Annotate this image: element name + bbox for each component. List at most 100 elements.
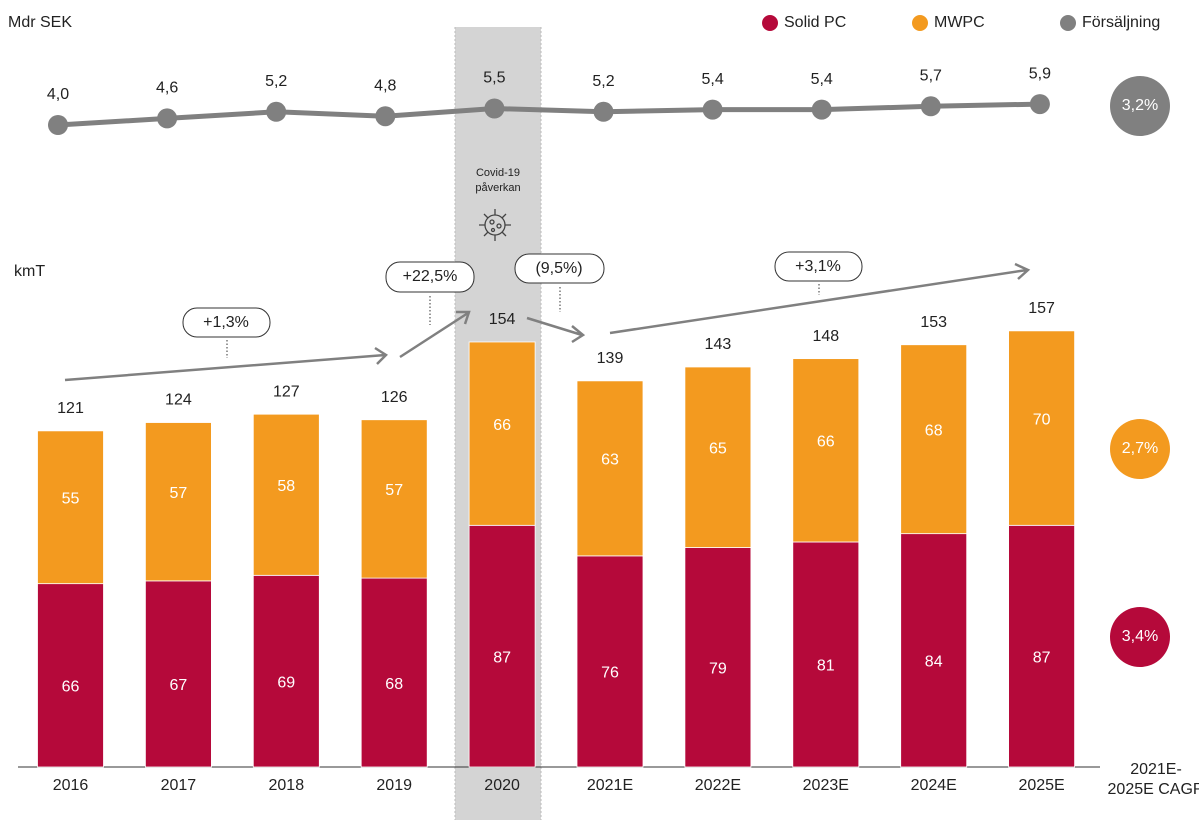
bar-segment bbox=[792, 541, 860, 768]
total-label: 139 bbox=[597, 350, 624, 367]
bar-label: 68 bbox=[385, 676, 403, 693]
bar-segment bbox=[792, 358, 860, 543]
bar-label: 57 bbox=[170, 485, 188, 502]
bar-label: 58 bbox=[277, 478, 295, 495]
x-tick-label: 2025E bbox=[1018, 777, 1064, 794]
total-label: 121 bbox=[57, 400, 84, 417]
annotation-box bbox=[182, 307, 271, 338]
x-tick-label: 2018 bbox=[269, 777, 305, 794]
bar-segment bbox=[360, 577, 428, 768]
x-tick-label: 2023E bbox=[803, 777, 849, 794]
x-tick-label: 2021E bbox=[587, 777, 633, 794]
bar-label: 68 bbox=[925, 422, 943, 439]
highlight-text: påverkan bbox=[475, 182, 520, 194]
bar-label: 63 bbox=[601, 452, 619, 469]
bar-segment bbox=[684, 547, 752, 768]
bar-segment bbox=[468, 524, 536, 768]
bar-segment bbox=[576, 380, 644, 557]
line-label: 5,2 bbox=[265, 73, 287, 90]
bar-label: 81 bbox=[817, 658, 835, 675]
line-point bbox=[811, 99, 832, 120]
bar-segment bbox=[1008, 330, 1075, 526]
bar-label: 66 bbox=[817, 434, 835, 451]
bar-label: 87 bbox=[1033, 649, 1051, 666]
bar-segment bbox=[900, 533, 968, 768]
bar-segment bbox=[576, 555, 644, 768]
line-label: 5,4 bbox=[701, 71, 723, 88]
line-point bbox=[157, 108, 178, 129]
bar-label: 69 bbox=[277, 674, 295, 691]
annotation-box bbox=[385, 261, 475, 293]
legend-label: Solid PC bbox=[784, 14, 846, 31]
line-point bbox=[484, 98, 505, 119]
total-label: 154 bbox=[489, 311, 516, 328]
line-point bbox=[920, 96, 941, 117]
line-point bbox=[593, 101, 614, 122]
bar-label: 67 bbox=[170, 677, 188, 694]
bar-segment bbox=[144, 422, 212, 582]
annotation-leaders bbox=[226, 284, 820, 358]
bar-segment bbox=[144, 580, 212, 768]
total-label: 153 bbox=[920, 314, 947, 331]
line-label: 5,2 bbox=[592, 73, 614, 90]
line-label: 5,9 bbox=[1029, 65, 1051, 82]
cagr-title: 2025E CAGR bbox=[1108, 781, 1199, 798]
bar-segment bbox=[468, 341, 536, 526]
line-label: 4,6 bbox=[156, 80, 178, 97]
bar-segment bbox=[900, 344, 968, 535]
x-tick-label: 2024E bbox=[911, 777, 957, 794]
x-tick-label: 2020 bbox=[484, 777, 520, 794]
cagr-label: 2,7% bbox=[1122, 440, 1158, 457]
annotation: +22,5% bbox=[403, 268, 458, 285]
line-point bbox=[375, 106, 396, 127]
line-label: 5,5 bbox=[483, 70, 505, 87]
x-tick-label: 2016 bbox=[53, 777, 89, 794]
line-axis-label: Mdr SEK bbox=[8, 14, 72, 31]
line-point bbox=[702, 99, 723, 120]
bar-segment bbox=[252, 574, 320, 768]
bar-label: 70 bbox=[1033, 411, 1051, 428]
total-label: 126 bbox=[381, 389, 408, 406]
legend-swatch bbox=[1060, 15, 1076, 31]
cagr-title: 2021E- bbox=[1130, 761, 1182, 778]
total-label: 157 bbox=[1028, 300, 1055, 317]
total-label: 148 bbox=[812, 328, 839, 345]
bar-segment bbox=[684, 366, 752, 548]
total-label: 143 bbox=[705, 336, 732, 353]
line-label: 5,7 bbox=[920, 68, 942, 85]
bar-segment bbox=[37, 430, 104, 585]
x-tick-label: 2017 bbox=[161, 777, 197, 794]
bar-label: 55 bbox=[62, 490, 80, 507]
line-point bbox=[266, 101, 287, 122]
cagr-label: 3,2% bbox=[1122, 97, 1158, 114]
annotation: (9,5%) bbox=[535, 260, 582, 277]
legend-label: Försäljning bbox=[1082, 14, 1160, 31]
bar-label: 76 bbox=[601, 665, 619, 682]
line bbox=[57, 101, 1040, 128]
trend-arrows bbox=[64, 262, 1031, 382]
bar-segment bbox=[1008, 524, 1075, 768]
virus-icon bbox=[479, 209, 511, 241]
bar-label: 84 bbox=[925, 654, 943, 671]
line-label: 4,8 bbox=[374, 77, 396, 94]
bar-label: 79 bbox=[709, 660, 727, 677]
annotation: +1,3% bbox=[203, 314, 249, 331]
bar-label: 57 bbox=[385, 482, 403, 499]
bar-label: 65 bbox=[709, 440, 727, 457]
bar-axis-label: kmT bbox=[14, 263, 45, 280]
legend-label: MWPC bbox=[934, 14, 985, 31]
highlight-text: Covid-19 bbox=[476, 167, 520, 179]
cagr-circle bbox=[1110, 76, 1170, 136]
x-tick-label: 2019 bbox=[376, 777, 412, 794]
bar-label: 66 bbox=[62, 679, 80, 696]
line-point bbox=[48, 115, 68, 135]
bar-label: 66 bbox=[493, 417, 511, 434]
line-point bbox=[1029, 94, 1050, 115]
annotation: +3,1% bbox=[795, 258, 841, 275]
bar-segment bbox=[37, 583, 104, 768]
annotation-box bbox=[774, 251, 863, 282]
bar-segment bbox=[252, 413, 320, 576]
total-label: 124 bbox=[165, 392, 192, 409]
x-tick-label: 2022E bbox=[695, 777, 741, 794]
